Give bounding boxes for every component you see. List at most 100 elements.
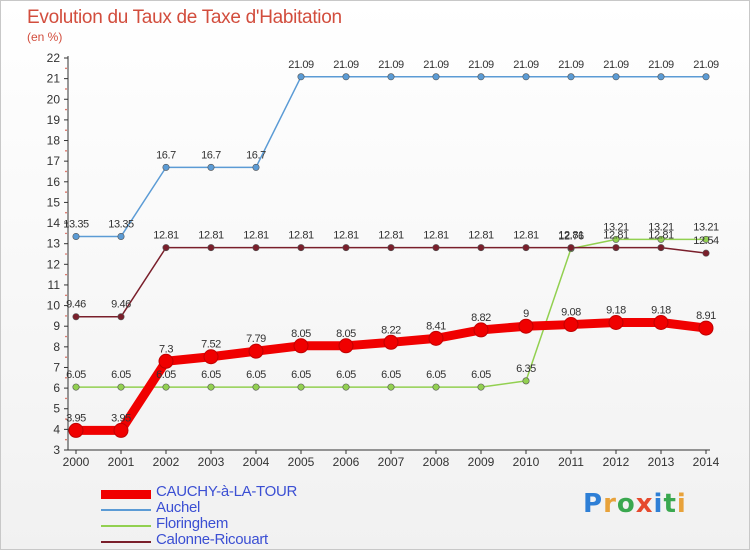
data-point — [113, 422, 129, 438]
series-layer — [68, 73, 714, 438]
data-point — [477, 383, 485, 391]
data-label: 12.81 — [153, 230, 179, 242]
data-point — [653, 314, 669, 330]
legend-item: CAUCHY-à-LA-TOUR — [101, 483, 361, 502]
data-label: 21.09 — [648, 59, 674, 71]
data-label: 9.46 — [111, 299, 131, 311]
data-label: 9.18 — [606, 304, 626, 316]
y-minor-mark — [65, 232, 67, 235]
data-point — [342, 244, 350, 252]
chart-title: Evolution du Taux de Taxe d'Habitation — [27, 7, 342, 28]
legend-item: Floringhem — [101, 515, 361, 534]
data-label: 21.09 — [378, 59, 404, 71]
data-label: 12.76 — [558, 231, 584, 243]
data-point — [432, 73, 440, 81]
data-point — [518, 318, 534, 334]
data-label: 12.81 — [513, 230, 539, 242]
data-label: 21.09 — [468, 59, 494, 71]
data-label: 21.09 — [513, 59, 539, 71]
data-point — [473, 322, 489, 338]
logo-letter: i — [653, 489, 664, 519]
data-point — [297, 73, 305, 81]
data-label: 16.7 — [156, 149, 176, 161]
x-tick-label: 2010 — [513, 455, 540, 469]
data-label: 12.81 — [243, 230, 269, 242]
y-tick-label: 12 — [47, 257, 61, 271]
data-label: 12.81 — [378, 230, 404, 242]
y-minor-mark — [65, 129, 67, 132]
data-label: 7.79 — [246, 333, 266, 345]
data-point — [657, 244, 665, 252]
data-point — [698, 320, 714, 336]
data-label: 6.05 — [381, 369, 401, 381]
data-point — [432, 383, 440, 391]
x-tick-label: 2003 — [198, 455, 225, 469]
data-point — [252, 163, 260, 171]
data-label: 6.35 — [516, 363, 536, 375]
data-label: 16.7 — [201, 149, 221, 161]
data-point — [293, 338, 309, 354]
y-tick-label: 11 — [48, 278, 61, 292]
x-tick-label: 2001 — [108, 455, 135, 469]
data-point — [522, 377, 530, 385]
proxiti-logo: Proxiti — [583, 489, 687, 519]
y-minor-mark — [65, 191, 67, 193]
y-minor-mark — [65, 438, 67, 441]
legend-label: Auchel — [156, 499, 201, 516]
legend-label: CAUCHY-à-LA-TOUR — [156, 483, 298, 500]
x-tick-label: 2000 — [63, 455, 90, 469]
data-point — [567, 73, 575, 81]
data-point — [387, 244, 395, 252]
data-point — [72, 383, 80, 391]
legend-swatch — [101, 489, 151, 499]
y-tick-label: 19 — [47, 113, 61, 127]
chart-unit: (en %) — [27, 30, 63, 44]
data-point — [387, 73, 395, 81]
data-point — [342, 383, 350, 391]
data-label: 9.46 — [66, 299, 86, 311]
data-point — [702, 235, 710, 243]
data-point — [702, 249, 710, 257]
data-label: 3.95 — [66, 412, 86, 424]
x-tick-label: 2013 — [648, 455, 675, 469]
y-minor-mark — [65, 418, 67, 420]
data-point — [612, 235, 620, 243]
data-point — [207, 163, 215, 171]
data-point — [297, 383, 305, 391]
data-label: 3.95 — [111, 412, 131, 424]
data-label: 13.21 — [603, 221, 629, 233]
y-tick-label: 16 — [47, 175, 61, 189]
data-point — [383, 334, 399, 350]
y-minor-mark — [65, 376, 67, 379]
data-label: 6.05 — [246, 369, 266, 381]
y-tick-label: 22 — [47, 51, 61, 65]
data-point — [657, 235, 665, 243]
legend-label: Calonne-Ricouart — [156, 531, 268, 548]
y-tick-label: 5 — [53, 402, 60, 416]
x-tick-label: 2007 — [378, 455, 405, 469]
data-point — [477, 73, 485, 81]
data-label: 9.08 — [561, 307, 581, 319]
y-tick-label: 13 — [47, 237, 61, 251]
data-label: 6.05 — [111, 369, 131, 381]
data-point — [207, 244, 215, 252]
data-label: 7.52 — [201, 339, 221, 351]
y-minor-mark — [65, 150, 67, 152]
data-label: 6.05 — [66, 369, 86, 381]
x-tick-label: 2009 — [468, 455, 495, 469]
y-tick-label: 6 — [53, 381, 60, 395]
data-label: 8.82 — [471, 312, 491, 324]
legend-swatch — [101, 541, 151, 543]
data-point — [522, 73, 530, 81]
y-minor-mark — [65, 335, 67, 338]
data-label: 12.54 — [693, 235, 719, 247]
y-tick-label: 17 — [47, 154, 61, 168]
y-tick-label: 4 — [53, 422, 60, 436]
y-minor-mark — [65, 67, 67, 70]
data-point — [207, 383, 215, 391]
data-label: 12.81 — [648, 230, 674, 242]
data-label: 13.21 — [648, 221, 674, 233]
data-point — [162, 383, 170, 391]
